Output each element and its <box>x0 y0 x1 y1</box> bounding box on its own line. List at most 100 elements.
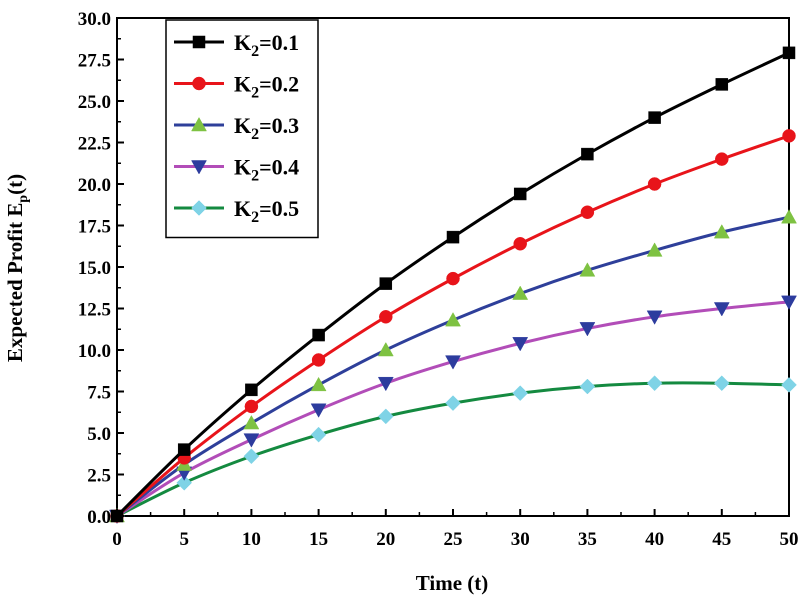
data-point <box>713 302 730 317</box>
data-point <box>176 474 193 491</box>
y-tick-label: 0.0 <box>87 507 111 528</box>
legend-label: K2=0.5 <box>234 196 299 226</box>
legend-marker <box>191 116 207 132</box>
legend-label: K2=0.2 <box>234 72 299 102</box>
legend: K2=0.1K2=0.2K2=0.3K2=0.4K2=0.5 <box>165 19 319 239</box>
x-tick-label: 45 <box>712 529 731 550</box>
data-point <box>580 205 595 219</box>
data-point <box>377 376 394 392</box>
legend-label-subscript: 2 <box>251 85 259 102</box>
series-k2-0-5 <box>109 375 797 524</box>
data-point <box>579 322 596 337</box>
data-point <box>781 209 797 224</box>
data-point <box>243 415 260 430</box>
legend-marker <box>191 160 207 175</box>
legend-entry: K2=0.2 <box>174 72 299 102</box>
y-tick-label: 12.5 <box>78 300 111 321</box>
legend-label-main: K <box>234 196 251 221</box>
x-tick-label: 30 <box>511 529 530 550</box>
data-point <box>244 399 259 414</box>
data-point <box>379 277 393 290</box>
data-point <box>579 262 596 277</box>
data-point <box>513 187 527 201</box>
data-point <box>648 111 661 124</box>
series-line <box>115 51 790 518</box>
y-tick-label: 2.5 <box>87 466 111 487</box>
data-point <box>647 177 662 191</box>
y-tick-label: 20.0 <box>78 175 111 196</box>
legend-entry: K2=0.3 <box>174 113 299 143</box>
series-k2-0-1 <box>110 46 796 523</box>
data-point <box>512 337 529 352</box>
data-point <box>312 328 325 342</box>
y-tick-label: 5.0 <box>87 424 111 445</box>
data-point <box>512 285 529 300</box>
data-point <box>646 375 663 392</box>
x-tick-label: 20 <box>376 529 395 550</box>
x-tick-label: 25 <box>444 529 463 550</box>
data-point <box>782 129 796 143</box>
y-axis-ticks: 0.0 2.5 5.0 7.5 10.0 12.5 15.0 17.5 20.0 22.5 25.0… <box>78 9 124 528</box>
legend-marker <box>192 35 206 49</box>
y-tick-label: 10.0 <box>78 341 111 362</box>
data-point <box>445 355 461 370</box>
legend-box <box>165 19 319 239</box>
data-point <box>715 78 729 91</box>
data-point <box>646 242 663 257</box>
data-point <box>781 295 797 310</box>
data-point <box>311 353 326 367</box>
legend-label-value: =0.4 <box>259 155 299 180</box>
x-tick-label: 10 <box>242 529 261 550</box>
data-point <box>581 147 594 161</box>
y-tick-label: 30.0 <box>78 9 111 30</box>
data-point <box>310 426 327 443</box>
data-point <box>377 341 394 357</box>
legend-entry: K2=0.4 <box>174 155 299 185</box>
y-tick-label: 22.5 <box>78 134 111 155</box>
x-tick-label: 5 <box>179 529 189 550</box>
data-point <box>782 46 796 60</box>
x-tick-label: 35 <box>578 529 597 550</box>
data-point <box>377 408 394 425</box>
legend-label-main: K <box>234 30 251 55</box>
series-k2-0-2 <box>110 129 796 523</box>
x-axis-title: Time (t) <box>416 571 489 595</box>
data-point <box>713 224 730 239</box>
y-tick-label: 7.5 <box>87 383 111 404</box>
data-point <box>310 403 327 418</box>
legend-label-value: =0.5 <box>259 196 299 221</box>
data-point <box>713 375 730 392</box>
y-tick-label: 25.0 <box>78 92 111 113</box>
data-point <box>513 237 527 251</box>
legend-entry: K2=0.5 <box>174 196 299 226</box>
data-point <box>446 230 460 244</box>
data-point <box>243 433 260 448</box>
y-tick-label: 27.5 <box>78 51 111 72</box>
legend-entry: K2=0.1 <box>174 30 299 60</box>
y-axis-title-suffix: (t) <box>3 174 27 195</box>
y-axis-title-main: Expected Profit E <box>3 203 27 362</box>
x-tick-label: 50 <box>780 529 799 550</box>
x-tick-label: 15 <box>309 529 328 550</box>
data-point <box>310 376 327 392</box>
y-tick-label: 17.5 <box>78 217 111 238</box>
legend-label-value: =0.2 <box>259 72 299 97</box>
legend-label-subscript: 2 <box>251 126 259 143</box>
legend-label: K2=0.4 <box>234 155 299 185</box>
x-axis-ticks: 0 5 10 15 20 25 30 35 40 45 50 <box>112 509 799 550</box>
series-layer <box>109 46 797 525</box>
legend-label-value: =0.1 <box>259 30 299 55</box>
data-point <box>245 383 258 397</box>
legend-label-subscript: 2 <box>251 209 259 226</box>
y-axis-title-subscript: p <box>16 195 31 203</box>
data-point <box>446 271 460 286</box>
y-tick-label: 15.0 <box>78 258 111 279</box>
data-point <box>646 310 663 325</box>
x-tick-label: 40 <box>645 529 664 550</box>
legend-label: K2=0.3 <box>234 113 299 143</box>
legend-label-subscript: 2 <box>251 168 259 185</box>
data-point <box>445 312 461 327</box>
data-point <box>715 152 729 166</box>
data-point <box>445 395 461 411</box>
